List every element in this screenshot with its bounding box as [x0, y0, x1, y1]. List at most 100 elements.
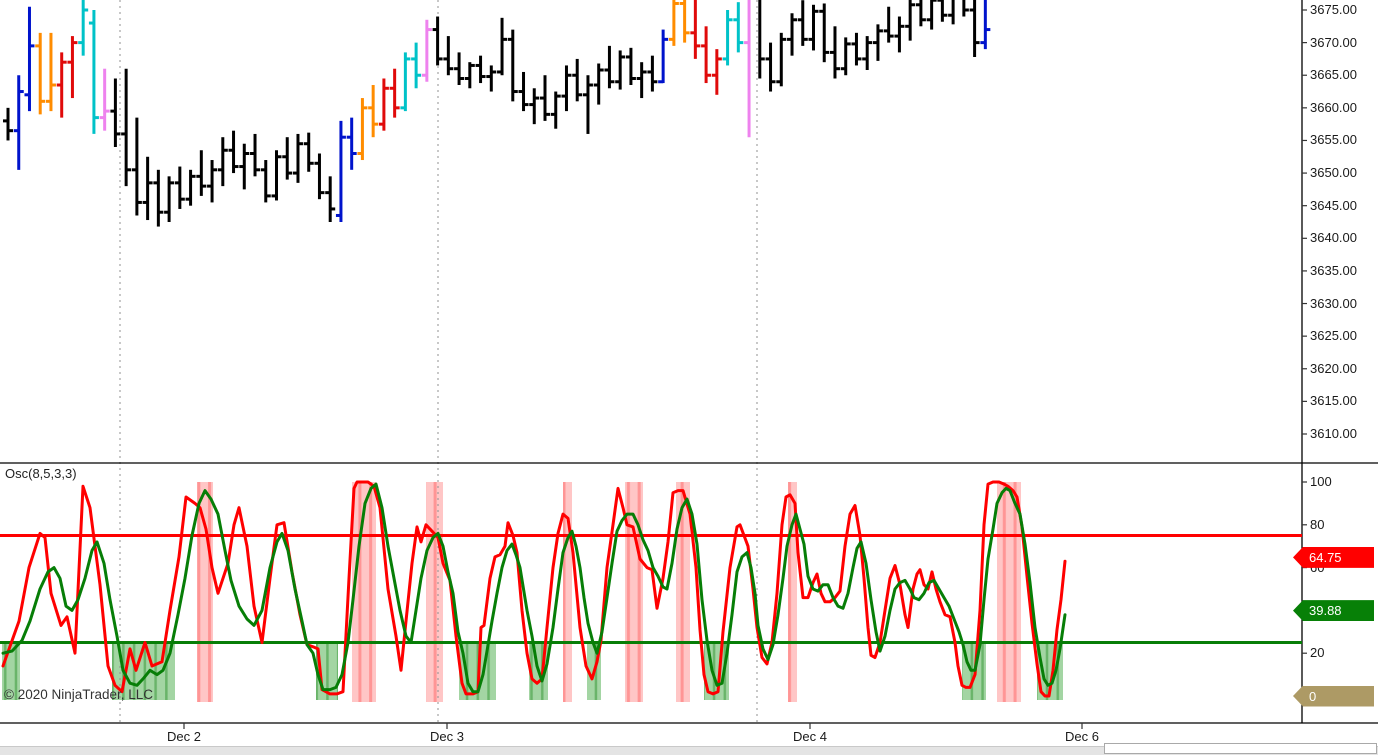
indicator-label: Osc(8,5,3,3)	[5, 466, 77, 481]
ohlc-bar	[851, 32, 862, 66]
ohlc-bar	[636, 62, 647, 99]
ohlc-bar	[915, 0, 926, 27]
ohlc-bar	[260, 160, 271, 203]
overbought-band	[197, 482, 213, 702]
copyright-text: © 2020 NinjaTrader, LLC	[4, 687, 154, 702]
ohlc-bar	[217, 137, 228, 187]
ohlc-bar	[497, 17, 508, 76]
ohlc-bar	[432, 16, 443, 66]
price-axis-label: 3610.00	[1310, 425, 1357, 441]
ohlc-bar	[819, 3, 830, 63]
ohlc-bar	[744, 0, 751, 138]
price-axis-label: 3625.00	[1310, 328, 1357, 344]
overbought-band	[563, 482, 572, 702]
ohlc-bar	[937, 0, 948, 22]
oscillator-lines	[1, 480, 1067, 698]
ohlc-bar	[228, 130, 239, 174]
ohlc-bar	[271, 150, 282, 201]
ohlc-bar	[604, 45, 615, 89]
ohlc-bar	[529, 88, 540, 125]
ohlc-bar	[196, 150, 207, 196]
ohlc-bar	[121, 68, 132, 187]
date-label: Dec 3	[430, 729, 464, 744]
axis-price-marker: 39.88	[1293, 600, 1374, 622]
ohlc-bar	[658, 29, 669, 84]
ohlc-bar	[722, 10, 733, 66]
ohlc-bar	[303, 132, 314, 172]
ohlc-bar	[969, 0, 980, 57]
price-axis-label: 3670.00	[1310, 34, 1357, 50]
ohlc-bar	[905, 0, 916, 41]
ohlc-bar	[690, 0, 701, 59]
overbought-band	[426, 482, 443, 702]
ohlc-bar	[368, 85, 379, 138]
ohlc-bar	[765, 42, 776, 92]
ohlc-bar	[153, 169, 164, 227]
oscillator-axis-label: 100	[1310, 474, 1332, 489]
oscillator-axis-label: 20	[1310, 645, 1325, 661]
ohlc-bar	[894, 16, 905, 53]
oscillator-highlight-zones	[2, 482, 1063, 702]
ohlc-bar	[582, 75, 593, 134]
bottom-window-strip	[0, 746, 1378, 755]
price-axis-label: 3635.00	[1310, 262, 1357, 278]
ohlc-bar	[325, 176, 336, 222]
ohlc-bar	[475, 55, 486, 84]
ohlc-bar	[776, 32, 787, 87]
ohlc-bar	[540, 75, 550, 121]
ohlc-bar	[78, 0, 89, 56]
price-axis-label: 3630.00	[1310, 295, 1357, 311]
ohlc-bar	[45, 32, 56, 112]
price-axis-label: 3650.00	[1310, 165, 1357, 181]
ohlc-bar	[948, 0, 955, 25]
ohlc-bar	[615, 50, 626, 90]
price-axis-label: 3660.00	[1310, 99, 1357, 115]
ohlc-bar	[829, 26, 840, 79]
ohlc-bar	[701, 26, 712, 84]
session-break-lines	[119, 0, 758, 723]
ohlc-bar	[550, 91, 561, 129]
ohlc-bar	[24, 6, 35, 112]
threshold-lines	[0, 534, 1302, 644]
date-label: Dec 4	[793, 729, 827, 744]
ohlc-bar	[174, 166, 185, 209]
ohlc-bar	[464, 62, 475, 89]
ohlc-bar	[378, 78, 389, 131]
ohlc-bar	[561, 65, 572, 112]
ohlc-bar	[733, 2, 744, 53]
ohlc-bar	[346, 117, 357, 170]
ohlc-bar	[679, 0, 690, 43]
ohlc-bar	[787, 13, 798, 56]
ohlc-bar	[389, 68, 400, 118]
ohlc-bar	[357, 98, 368, 161]
price-axis-label: 3620.00	[1310, 360, 1357, 376]
price-axis-label: 3665.00	[1310, 67, 1357, 83]
ohlc-bar	[335, 120, 346, 222]
ohlc-bar	[593, 63, 604, 105]
ohlc-bar	[88, 10, 99, 134]
ohlc-bar	[164, 176, 175, 222]
ohlc-bar	[962, 0, 969, 17]
ohlc-bar	[400, 52, 411, 112]
ohlc-bar	[443, 36, 454, 76]
ohlc-bar	[926, 0, 937, 30]
ohlc-bar	[883, 6, 894, 43]
fast-line-plot	[1, 480, 1067, 698]
ohlc-bar	[250, 133, 261, 177]
oscillator-axis-label: 80	[1310, 516, 1325, 532]
ohlc-bar	[282, 137, 293, 180]
ohlc-bar	[421, 19, 432, 82]
date-label: Dec 2	[167, 729, 201, 744]
ohlc-bar	[980, 0, 991, 50]
price-bars	[3, 0, 991, 227]
ohlc-bar	[207, 160, 218, 203]
ohlc-bar	[758, 0, 765, 79]
overbought-band	[788, 482, 797, 702]
ohlc-bar	[411, 42, 422, 89]
ohlc-bar	[840, 37, 851, 76]
ohlc-bar	[862, 36, 873, 71]
ohlc-bar	[13, 75, 24, 170]
ohlc-bar	[3, 107, 13, 141]
ohlc-bar	[110, 78, 121, 147]
